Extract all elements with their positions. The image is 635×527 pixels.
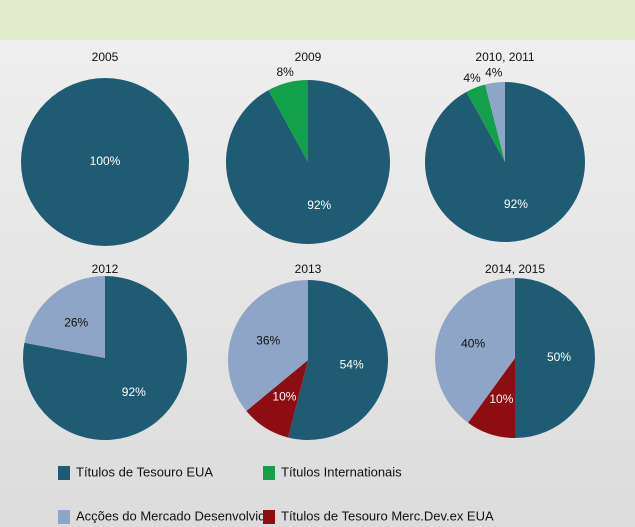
legend-swatch <box>263 466 275 480</box>
pie-slice <box>485 82 505 162</box>
value-label: 92% <box>122 385 146 399</box>
pie-slice <box>466 84 505 162</box>
legend-swatch <box>58 466 70 480</box>
pie-slice <box>268 80 308 162</box>
value-label: 40% <box>461 337 485 351</box>
value-label: 92% <box>504 197 528 211</box>
value-label: 8% <box>276 65 294 79</box>
value-label: 10% <box>272 389 296 403</box>
pie-title: 2009 <box>295 50 322 64</box>
pie-slice <box>467 358 515 438</box>
pie-slice <box>225 80 390 245</box>
legend-label: Acções do Mercado Desenvolvido <box>76 508 273 523</box>
pie-title: 2005 <box>92 50 119 64</box>
value-label: 100% <box>90 154 121 168</box>
pie-slice <box>435 278 515 423</box>
pie-title: 2010, 2011 <box>475 50 534 64</box>
pie-slice <box>246 360 308 438</box>
header-band <box>0 0 635 40</box>
legend-label: Títulos de Tesouro Merc.Dev.ex EUA <box>281 508 494 523</box>
pie-title: 2012 <box>92 262 119 276</box>
value-label: 4% <box>463 71 481 85</box>
value-label: 4% <box>485 65 503 79</box>
legend-swatch <box>58 510 70 524</box>
pie-slice <box>22 276 187 440</box>
pie-title: 2014, 2015 <box>485 262 545 276</box>
pie-slice <box>288 280 388 440</box>
pie-slice <box>228 280 308 411</box>
legend-swatch <box>263 510 275 524</box>
legend-label: Títulos Internationais <box>281 464 402 479</box>
pie-title: 2013 <box>295 262 322 276</box>
value-label: 26% <box>64 315 88 329</box>
value-label: 54% <box>340 358 364 372</box>
legend-label: Títulos de Tesouro EUA <box>76 464 213 479</box>
value-label: 10% <box>489 392 513 406</box>
pie-slice <box>24 276 106 358</box>
value-label: 92% <box>307 198 331 212</box>
value-label: 36% <box>256 333 280 347</box>
pie-slice <box>515 278 595 438</box>
pie-slice <box>21 78 189 246</box>
value-label: 50% <box>547 350 571 364</box>
